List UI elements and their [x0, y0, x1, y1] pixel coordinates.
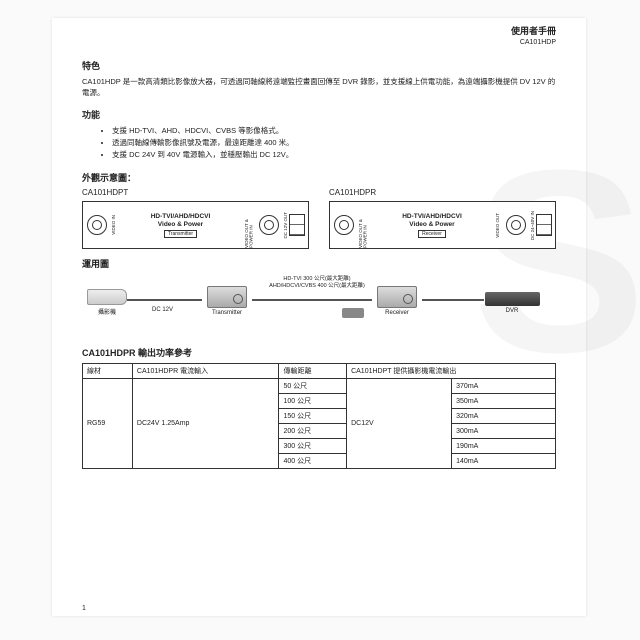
features-text: CA101HDP 是一款高清類比影像放大器，可透過同軸線將遠端監控畫面回傳至 D… — [82, 76, 556, 99]
table-cell: 400 公尺 — [279, 454, 347, 469]
table-cell: 370mA — [452, 379, 556, 394]
header-model: CA101HDP — [82, 38, 556, 47]
table-header: CA101HDPT 提供攝影機電流輸出 — [347, 364, 556, 379]
distance-label: HD-TVI 300 公尺(最大距離) AHD/HDCVI/CVBS 400 公… — [257, 276, 377, 289]
diagram-heading: 外觀示意圖： — [82, 171, 556, 184]
table-header: CA101HDPR 電流輸入 — [132, 364, 279, 379]
list-item: 支援 HD-TVI、AHD、HDCVI、CVBS 等影像格式。 — [112, 125, 556, 137]
page-header: 使用者手冊 CA101HDP — [82, 26, 556, 47]
table-header: 傳輸距離 — [279, 364, 347, 379]
table-cell: 200 公尺 — [279, 424, 347, 439]
port-label: VIDEO OUT — [496, 213, 501, 238]
table-header: 線材 — [83, 364, 133, 379]
table-row: 線材 CA101HDPR 電流輸入 傳輸距離 CA101HDPT 提供攝影機電流… — [83, 364, 556, 379]
power-heading: CA101HDPR 輸出功率參考 — [82, 346, 556, 359]
box-center-label: HD-TVI/AHD/HDCVI Video & Power Receiver — [369, 213, 495, 238]
list-item: 支援 DC 24V 到 40V 電源輸入，並穩壓輸出 DC 12V。 — [112, 149, 556, 161]
header-title: 使用者手冊 — [82, 26, 556, 38]
dc12v-label: DC 12V — [152, 307, 173, 313]
receiver-icon: Receiver — [372, 286, 422, 316]
table-cell: DC24V 1.25Amp — [132, 379, 279, 469]
table-cell: 50 公尺 — [279, 379, 347, 394]
terminal-icon — [536, 214, 552, 236]
functions-list: 支援 HD-TVI、AHD、HDCVI、CVBS 等影像格式。 透過同軸線傳輸影… — [112, 125, 556, 161]
transmitter-box: VIDEO IN HD-TVI/AHD/HDCVI Video & Power … — [82, 201, 309, 249]
port-label: VIDEO IN — [112, 215, 117, 235]
table-row: RG59 DC24V 1.25Amp 50 公尺 DC12V 370mA — [83, 379, 556, 394]
transmitter-icon: Transmitter — [202, 286, 252, 316]
diagram-right-label: CA101HDPR — [329, 188, 556, 197]
diagram-right: CA101HDPR VIDEO OUT & POWER IN HD-TVI/AH… — [329, 188, 556, 249]
port-label: VIDEO OUT & POWER IN — [359, 202, 368, 248]
application-diagram: HD-TVI 300 公尺(最大距離) AHD/HDCVI/CVBS 400 公… — [82, 274, 556, 336]
table-cell: 140mA — [452, 454, 556, 469]
cable-line — [422, 299, 484, 301]
table-cell: 150 公尺 — [279, 409, 347, 424]
port-label: VIDEO OUT & POWER IN — [245, 202, 254, 248]
functions-heading: 功能 — [82, 108, 556, 121]
bnc-connector-icon — [259, 215, 279, 235]
table-cell: 300 公尺 — [279, 439, 347, 454]
page-number: 1 — [82, 605, 86, 612]
receiver-box: VIDEO OUT & POWER IN HD-TVI/AHD/HDCVI Vi… — [329, 201, 556, 249]
table-cell: 300mA — [452, 424, 556, 439]
power-plug-icon — [342, 308, 364, 318]
document-page: S 使用者手冊 CA101HDP 特色 CA101HDP 是一款高清類比影像放大… — [52, 18, 586, 616]
bnc-connector-icon — [87, 215, 107, 235]
features-heading: 特色 — [82, 59, 556, 72]
table-cell: 100 公尺 — [279, 394, 347, 409]
cable-line — [252, 299, 372, 301]
table-cell: 350mA — [452, 394, 556, 409]
box-center-label: HD-TVI/AHD/HDCVI Video & Power Transmitt… — [118, 213, 244, 238]
table-cell: DC12V — [347, 379, 452, 469]
table-cell: 320mA — [452, 409, 556, 424]
table-cell: RG59 — [83, 379, 133, 469]
diagram-left-label: CA101HDPT — [82, 188, 309, 197]
cable-line — [127, 299, 202, 301]
table-cell: 190mA — [452, 439, 556, 454]
port-label: DC 24~40V IN — [531, 211, 536, 240]
bnc-connector-icon — [334, 215, 354, 235]
list-item: 透過同軸線傳輸影像訊號及電源，最遠距離達 400 米。 — [112, 137, 556, 149]
dvr-icon: DVR — [482, 292, 542, 314]
terminal-icon — [289, 214, 305, 236]
camera-icon: 攝影機 — [82, 289, 132, 316]
port-label: DC 12V OUT — [284, 212, 289, 239]
bnc-connector-icon — [506, 215, 526, 235]
application-heading: 運用圖 — [82, 257, 556, 270]
power-table: 線材 CA101HDPR 電流輸入 傳輸距離 CA101HDPT 提供攝影機電流… — [82, 363, 556, 469]
diagram-left: CA101HDPT VIDEO IN HD-TVI/AHD/HDCVI Vide… — [82, 188, 309, 249]
diagram-row: CA101HDPT VIDEO IN HD-TVI/AHD/HDCVI Vide… — [82, 188, 556, 249]
